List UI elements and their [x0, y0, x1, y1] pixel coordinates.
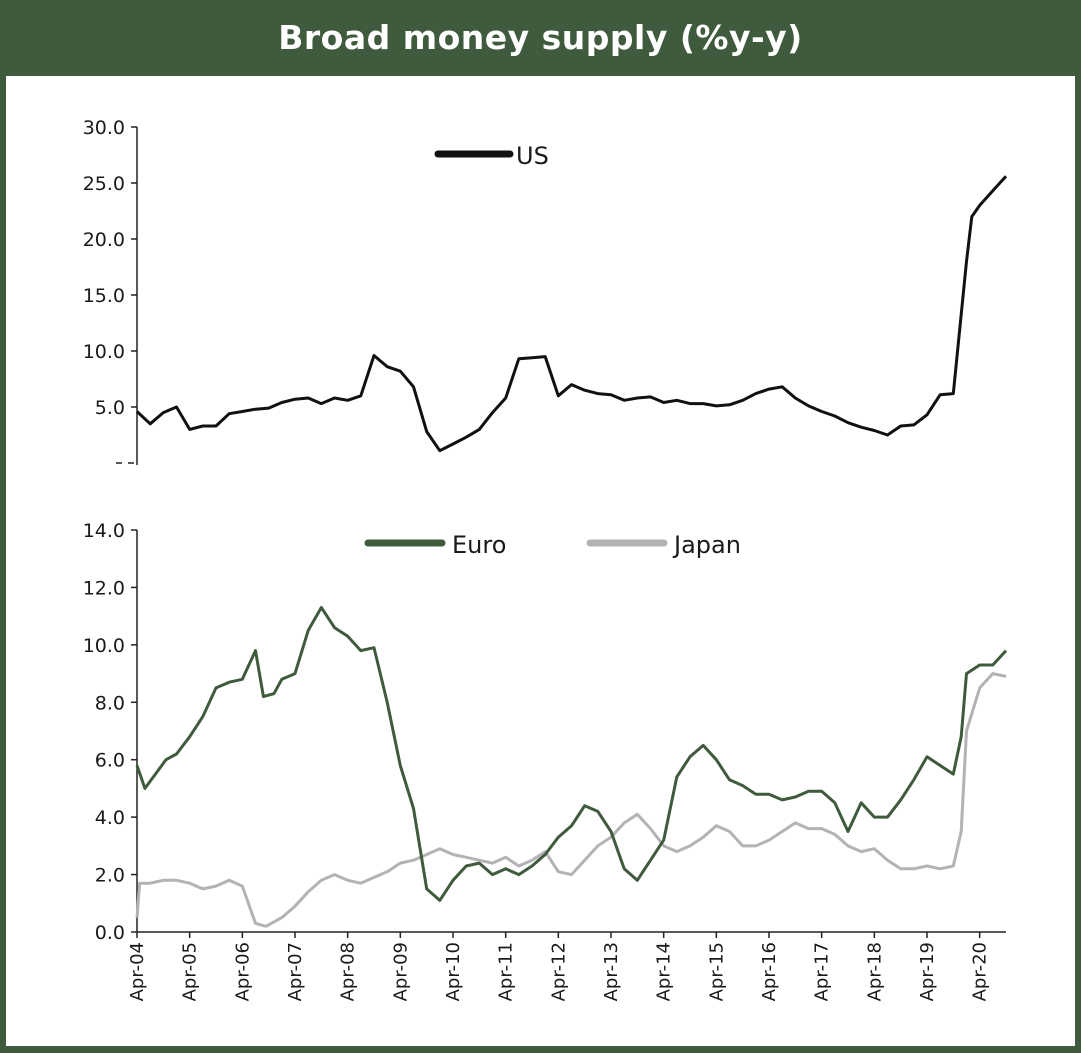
us-series-line: [135, 175, 1008, 453]
ej-y-tick-label: 12.0: [83, 577, 125, 599]
us-y-tick-label: 10.0: [83, 341, 125, 363]
ej-y-tick-label: 10.0: [83, 635, 125, 657]
chart-panel: 30.0 25.0 20.0 15.0 10.0 5.0 US 14.0 12.0 10.0 8.0…: [6, 76, 1075, 1046]
x-tick-label: Apr-19: [917, 942, 938, 1001]
x-tick-label: Apr-08: [338, 942, 359, 1001]
x-tick-label: Apr-15: [706, 942, 727, 1001]
x-tick-label: Apr-18: [864, 942, 885, 1001]
us-y-tick-label: 15.0: [83, 285, 125, 307]
chart-svg: 30.0 25.0 20.0 15.0 10.0 5.0 US 14.0 12.0 10.0 8.0…: [83, 117, 1008, 1001]
x-tick-label: Apr-11: [496, 942, 517, 1001]
ej-y-tick-label: 2.0: [95, 865, 125, 887]
x-tick-label: Apr-05: [180, 942, 201, 1001]
x-tick-label: Apr-07: [285, 942, 306, 1001]
ej-y-tick-label: 4.0: [95, 807, 125, 829]
ej-y-tick-label: 14.0: [83, 520, 125, 542]
us-y-tick-label: 20.0: [83, 229, 125, 251]
x-tick-label: Apr-09: [390, 942, 411, 1001]
ej-y-tick-label: 6.0: [95, 750, 125, 772]
x-tick-label: Apr-04: [127, 942, 148, 1001]
ej-y-tick-label: 8.0: [95, 692, 125, 714]
japan-legend-label: Japan: [672, 531, 741, 559]
us-y-tick-label: 5.0: [95, 397, 125, 419]
ej-y-tick-label: 0.0: [95, 922, 125, 944]
us-y-tick-label: 30.0: [83, 117, 125, 139]
chart-title: Broad money supply (%y-y): [278, 18, 803, 57]
x-tick-label: Apr-20: [970, 942, 991, 1001]
euro-legend-label: Euro: [452, 531, 506, 559]
japan-series-line: [135, 672, 1007, 928]
x-tick-label: Apr-17: [812, 942, 833, 1001]
x-tick-label: Apr-16: [759, 942, 780, 1001]
euro-series-line: [135, 606, 1008, 902]
x-tick-label: Apr-12: [548, 942, 569, 1001]
x-tick-label: Apr-10: [443, 942, 464, 1001]
us-chart: 30.0 25.0 20.0 15.0 10.0 5.0 US: [83, 117, 1008, 465]
us-legend-label: US: [516, 142, 549, 170]
us-y-tick-label: 25.0: [83, 173, 125, 195]
x-tick-label: Apr-14: [654, 942, 675, 1001]
x-tick-label: Apr-06: [232, 942, 253, 1001]
x-tick-label: Apr-13: [601, 942, 622, 1001]
